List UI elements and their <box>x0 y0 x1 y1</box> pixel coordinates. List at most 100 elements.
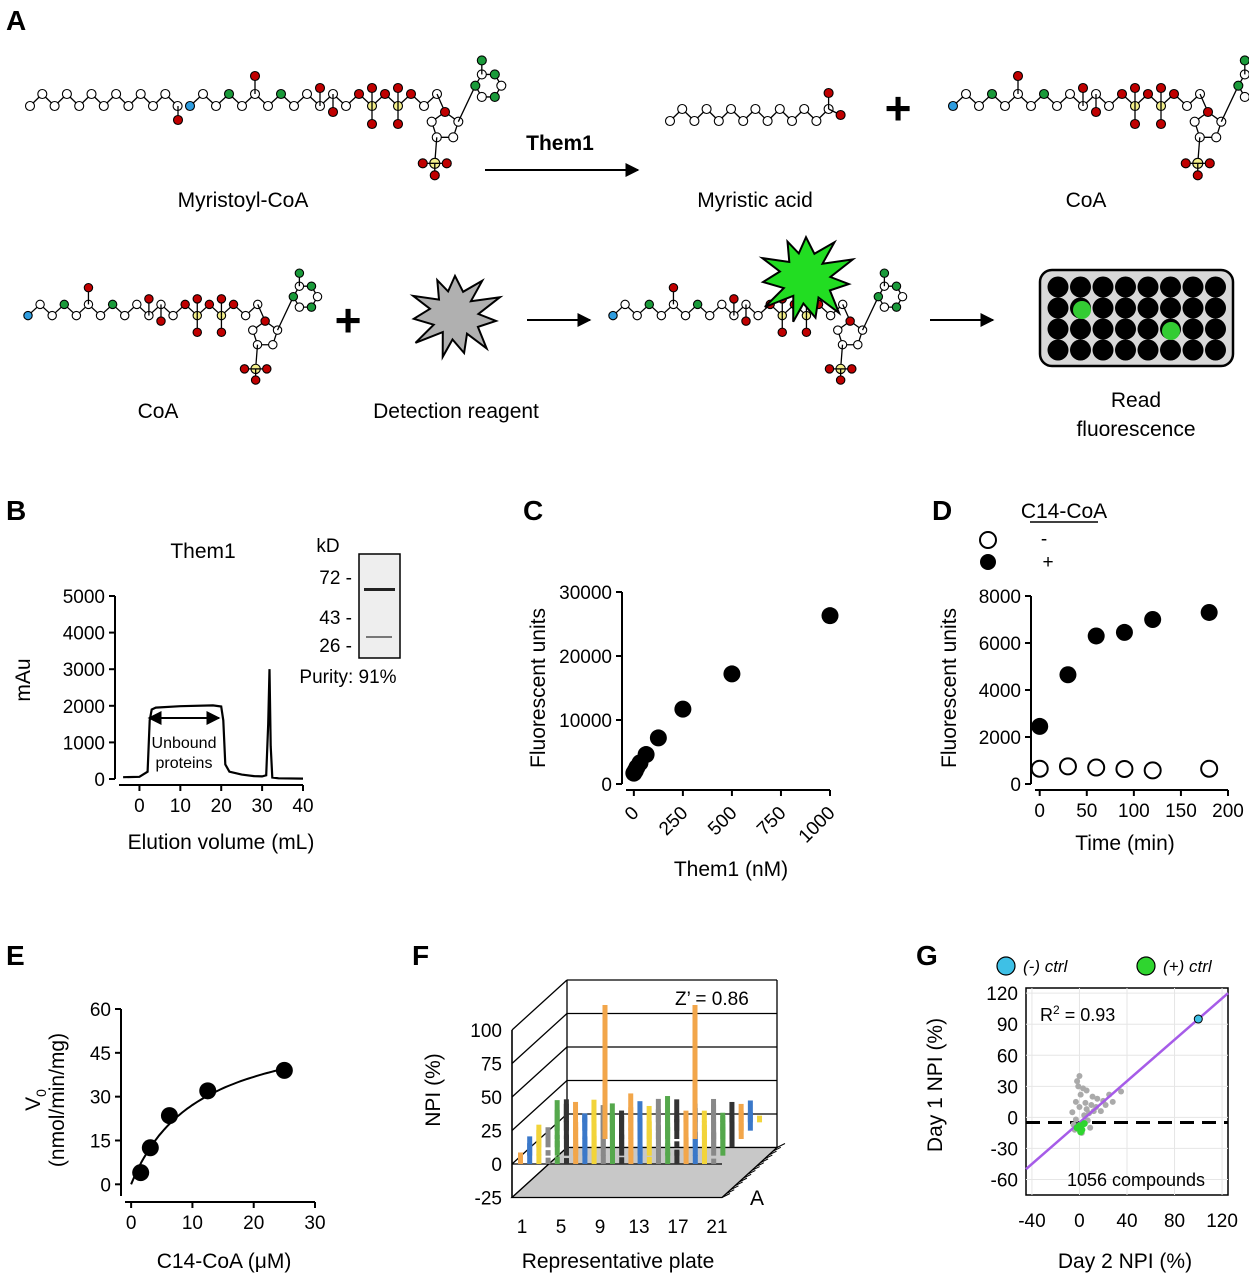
coa-labeled-structure <box>608 268 908 385</box>
sample-bar <box>554 1109 560 1139</box>
atom <box>168 310 178 321</box>
atom <box>1168 88 1180 100</box>
substrate-label: Myristoyl-CoA <box>178 189 309 212</box>
myristic-acid-structure <box>664 87 846 127</box>
compound-point <box>1094 1095 1101 1102</box>
atom <box>825 310 836 321</box>
compound-point <box>1097 1108 1104 1115</box>
atom <box>405 88 417 100</box>
compound-point <box>1075 1083 1082 1090</box>
sample-bar <box>757 1115 763 1123</box>
atom <box>119 310 130 321</box>
x-tick-label: 40 <box>292 796 313 817</box>
atom <box>37 88 48 100</box>
panel-b-axes: 0 10 20 30 40 0 1000 2000 3000 4000 5000 <box>63 587 314 817</box>
sample-bar <box>554 1140 560 1156</box>
atom <box>960 88 972 100</box>
sample-bar <box>582 1117 588 1139</box>
atom <box>476 55 487 66</box>
atom <box>496 80 507 91</box>
sample-bar <box>527 1136 533 1164</box>
data-point <box>275 1061 293 1079</box>
plate-well <box>1047 339 1069 361</box>
panel-f-bars <box>518 1005 763 1164</box>
atom <box>845 316 855 326</box>
regression-line <box>1025 992 1229 1171</box>
sample-bar <box>674 1099 680 1123</box>
detection-reagent-icon <box>409 273 504 361</box>
atom <box>1211 132 1222 143</box>
atom <box>216 294 227 304</box>
legend-marker-neg-ctrl <box>996 956 1016 976</box>
enzyme-label: Them1 <box>526 132 594 155</box>
row-label-a: A <box>750 1187 764 1210</box>
y-tick-label: 3000 <box>63 660 105 681</box>
sample-bar <box>674 1150 680 1164</box>
legend-label-neg-ctrl: (-) ctrl <box>1023 957 1069 976</box>
sample-bar <box>711 1158 717 1164</box>
myristoyl-coa-structure <box>24 55 507 181</box>
x-tick-label: 120 <box>1206 1211 1238 1232</box>
atom <box>1239 91 1249 102</box>
atom <box>1142 88 1154 100</box>
sample-bar <box>573 1101 579 1123</box>
atom <box>1038 88 1050 100</box>
atom <box>441 158 452 169</box>
sample-bar <box>711 1132 717 1156</box>
data-point <box>674 700 692 718</box>
atom <box>426 116 437 127</box>
atom <box>239 364 250 374</box>
x-tick-label: 50 <box>1076 801 1097 822</box>
data-point <box>649 729 667 747</box>
data-point-minus <box>1200 759 1219 778</box>
depth-tick <box>755 1162 765 1168</box>
sample-bar <box>674 1115 680 1139</box>
sample-bar <box>591 1136 597 1164</box>
plate-well <box>1070 318 1091 340</box>
panel-e: V0 (nmol/min/mg) C14-CoA (μM) 0 10 20 30 0 15… <box>22 1000 326 1273</box>
atom <box>228 299 239 310</box>
panel-f-xlabel: Representative plate <box>522 1250 715 1273</box>
sample-bar <box>738 1111 744 1139</box>
atom <box>294 268 305 278</box>
y-tick-label: 5000 <box>63 587 105 608</box>
panel-c: Fluorescent units Them1 (nM) 0 250 500 750 1… <box>527 583 840 881</box>
sample-bar <box>536 1154 542 1164</box>
y-tick-label: 30000 <box>559 583 612 604</box>
atom <box>312 291 323 302</box>
x-tick-label: 17 <box>667 1217 688 1238</box>
atom <box>429 170 440 181</box>
sample-bar <box>564 1158 569 1164</box>
y-tick-label: 75 <box>481 1055 502 1076</box>
x-tick-label: 5 <box>556 1217 567 1238</box>
compound-point <box>1102 1101 1109 1108</box>
atom <box>762 115 773 127</box>
atom <box>275 88 287 100</box>
panel-g: (-) ctrl (+) ctrl Day 1 NPI (%) Day 2 NP… <box>924 956 1238 1273</box>
gel-marker-43: 43 - <box>319 608 352 629</box>
x-tick-label: 21 <box>706 1217 727 1238</box>
plate-well <box>1160 339 1181 361</box>
sample-bar <box>609 1126 615 1156</box>
panel-g-ylabel: Day 1 NPI (%) <box>924 1018 947 1152</box>
panel-g-points <box>1025 992 1229 1171</box>
atom <box>725 103 737 115</box>
atom <box>1051 100 1063 112</box>
bond <box>276 296 294 331</box>
atom <box>1129 118 1141 130</box>
plate-well <box>1047 276 1069 298</box>
atom <box>689 115 700 127</box>
data-point-plus <box>1087 627 1105 645</box>
atom <box>248 325 258 335</box>
product2-label: CoA <box>1066 189 1107 212</box>
atom <box>489 69 500 80</box>
compound-count-label: 1056 compounds <box>1067 1170 1205 1190</box>
atom <box>1077 82 1089 94</box>
well-plate-icon <box>1038 268 1235 368</box>
sample-bar <box>637 1145 643 1164</box>
plate-well <box>1070 276 1091 298</box>
sample-bar <box>545 1157 551 1164</box>
depth-tick <box>772 1146 781 1152</box>
zprime-label: Z’ = 0.86 <box>675 989 749 1010</box>
atom <box>656 310 667 321</box>
